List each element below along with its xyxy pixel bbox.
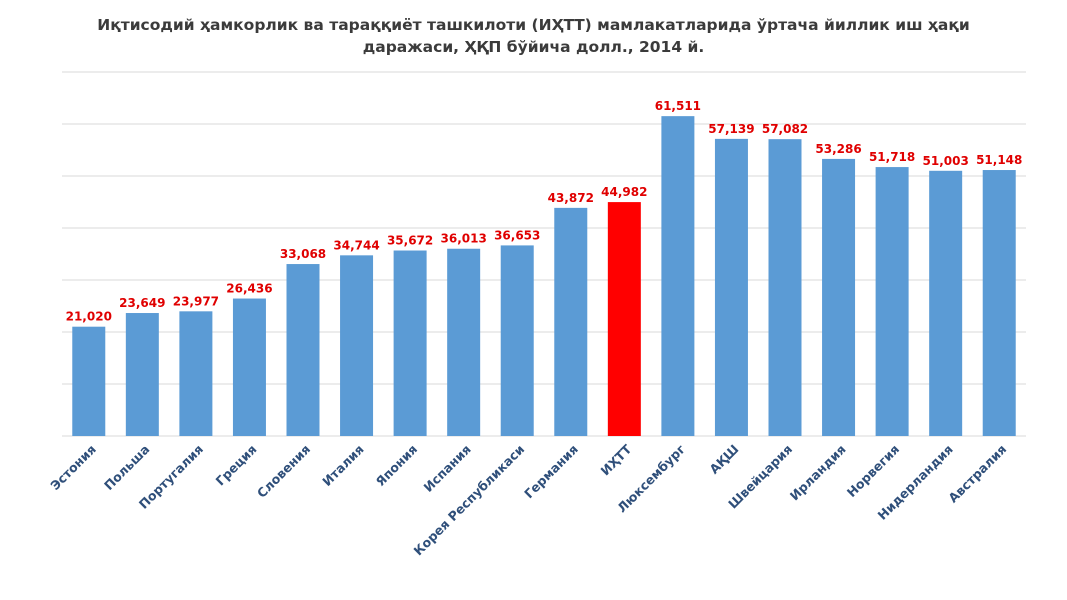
value-label: 57,082 bbox=[762, 122, 808, 136]
bar bbox=[982, 170, 1016, 436]
chart-title: Иқтисодий ҳамкорлик ва тараққиёт ташкило… bbox=[0, 14, 1067, 58]
bar bbox=[340, 255, 374, 436]
category-label: Норвегия bbox=[844, 442, 902, 500]
bar bbox=[768, 139, 802, 437]
category-label: Греция bbox=[213, 442, 260, 489]
chart-title-line-2: даражаси, ҲҚП бўйича долл., 2014 й. bbox=[362, 38, 705, 56]
bar bbox=[554, 207, 588, 436]
category-label: Корея Республикаси bbox=[411, 442, 528, 559]
bars bbox=[72, 116, 1016, 437]
value-label: 44,982 bbox=[601, 185, 647, 199]
category-label: Италия bbox=[319, 442, 366, 489]
category-label: АҚШ bbox=[706, 442, 741, 477]
value-labels: 21,020 23,649 23,977 26,436 33,068 34,744 35,6… bbox=[66, 99, 1023, 324]
value-label: 23,977 bbox=[173, 294, 219, 308]
bar bbox=[714, 138, 748, 436]
category-label: Эстония bbox=[47, 442, 99, 494]
value-label: 26,436 bbox=[226, 282, 272, 296]
chart-title-line-1: Иқтисодий ҳамкорлик ва тараққиёт ташкило… bbox=[97, 16, 970, 34]
value-label: 51,718 bbox=[869, 150, 915, 164]
gridlines bbox=[62, 71, 1026, 437]
value-label: 21,020 bbox=[66, 310, 112, 324]
category-label: Словения bbox=[254, 442, 313, 501]
category-label: Австралия bbox=[945, 442, 1009, 506]
value-label: 53,286 bbox=[815, 142, 861, 156]
category-label: Испания bbox=[420, 442, 473, 495]
value-label: 61,511 bbox=[655, 99, 701, 113]
bar bbox=[232, 298, 266, 436]
value-label: 51,148 bbox=[976, 153, 1022, 167]
bar bbox=[286, 264, 320, 436]
category-label: ИҲТТ bbox=[598, 441, 635, 478]
value-label: 23,649 bbox=[119, 296, 165, 310]
bar bbox=[661, 116, 695, 437]
value-label: 57,139 bbox=[708, 122, 754, 136]
value-label: 51,003 bbox=[923, 154, 969, 168]
value-label: 35,672 bbox=[387, 234, 433, 248]
value-label: 43,872 bbox=[548, 191, 594, 205]
value-label: 36,653 bbox=[494, 228, 540, 242]
category-label: Германия bbox=[521, 442, 581, 502]
value-label: 36,013 bbox=[441, 232, 487, 246]
bar bbox=[179, 311, 213, 436]
bar bbox=[72, 326, 106, 436]
category-label: Польша bbox=[101, 442, 152, 493]
bar bbox=[125, 313, 159, 436]
bar bbox=[393, 250, 427, 436]
category-label: Япония bbox=[373, 442, 421, 490]
bar bbox=[929, 170, 963, 436]
value-label: 33,068 bbox=[280, 247, 326, 261]
bar bbox=[447, 248, 481, 436]
bar bbox=[607, 202, 641, 436]
bar bbox=[500, 245, 534, 436]
bar bbox=[822, 158, 856, 437]
bar bbox=[875, 167, 909, 436]
category-label: Ирландия bbox=[787, 442, 849, 504]
value-label: 34,744 bbox=[333, 238, 379, 252]
